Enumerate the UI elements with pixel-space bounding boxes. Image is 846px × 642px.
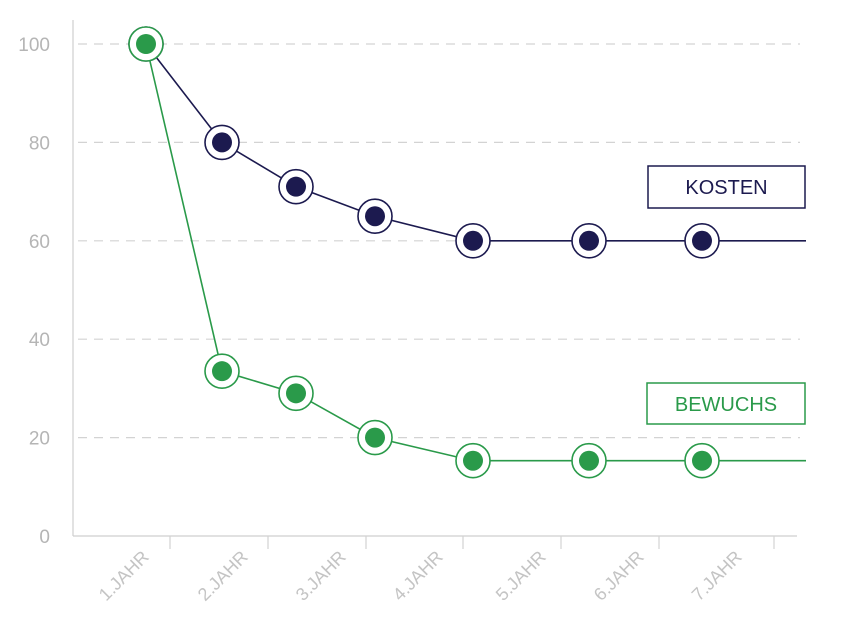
data-point (463, 230, 483, 251)
x-tick-label: 3.JAHR (292, 547, 350, 605)
legend-bewuchs-box (646, 382, 806, 425)
y-tick-label: 0 (39, 527, 50, 548)
data-point (692, 450, 712, 471)
x-tick-label: 1.JAHR (95, 547, 153, 605)
y-tick-label: 60 (29, 232, 50, 253)
data-point (212, 361, 232, 382)
y-tick-label: 20 (29, 429, 50, 450)
x-tick-label: 4.JAHR (389, 547, 447, 605)
data-point (136, 34, 156, 54)
data-point (579, 230, 599, 251)
x-tick-label: 6.JAHR (590, 547, 648, 605)
x-tick-label: 5.JAHR (492, 547, 550, 605)
data-point (286, 176, 306, 197)
data-point (692, 230, 712, 251)
data-point (365, 206, 385, 227)
series-bewuchs (128, 26, 806, 479)
y-tick-label: 80 (29, 133, 50, 154)
data-point (286, 383, 306, 404)
x-tick-label: 7.JAHR (688, 547, 746, 605)
x-tick-labels: 1.JAHR 2.JAHR 3.JAHR 4.JAHR 5.JAHR 6.JAHR 7.JA… (95, 536, 775, 605)
data-point (365, 427, 385, 448)
y-tick-labels: 0 20 40 60 80 100 (18, 35, 50, 548)
x-tick-label: 2.JAHR (194, 547, 252, 605)
legend-bewuchs-label: BEWUCHS (675, 394, 777, 416)
legend-kosten-label: KOSTEN (685, 177, 767, 199)
data-point (212, 132, 232, 153)
series-layer (128, 26, 806, 479)
data-point (463, 450, 483, 471)
y-tick-label: 40 (29, 330, 50, 351)
data-point (579, 450, 599, 471)
legend-kosten: KOSTEN (647, 165, 806, 209)
legend-kosten-box (647, 165, 806, 209)
grid-lines (78, 43, 800, 439)
y-tick-label: 100 (18, 35, 50, 56)
legend-bewuchs: BEWUCHS (646, 382, 806, 425)
axes (72, 20, 797, 537)
